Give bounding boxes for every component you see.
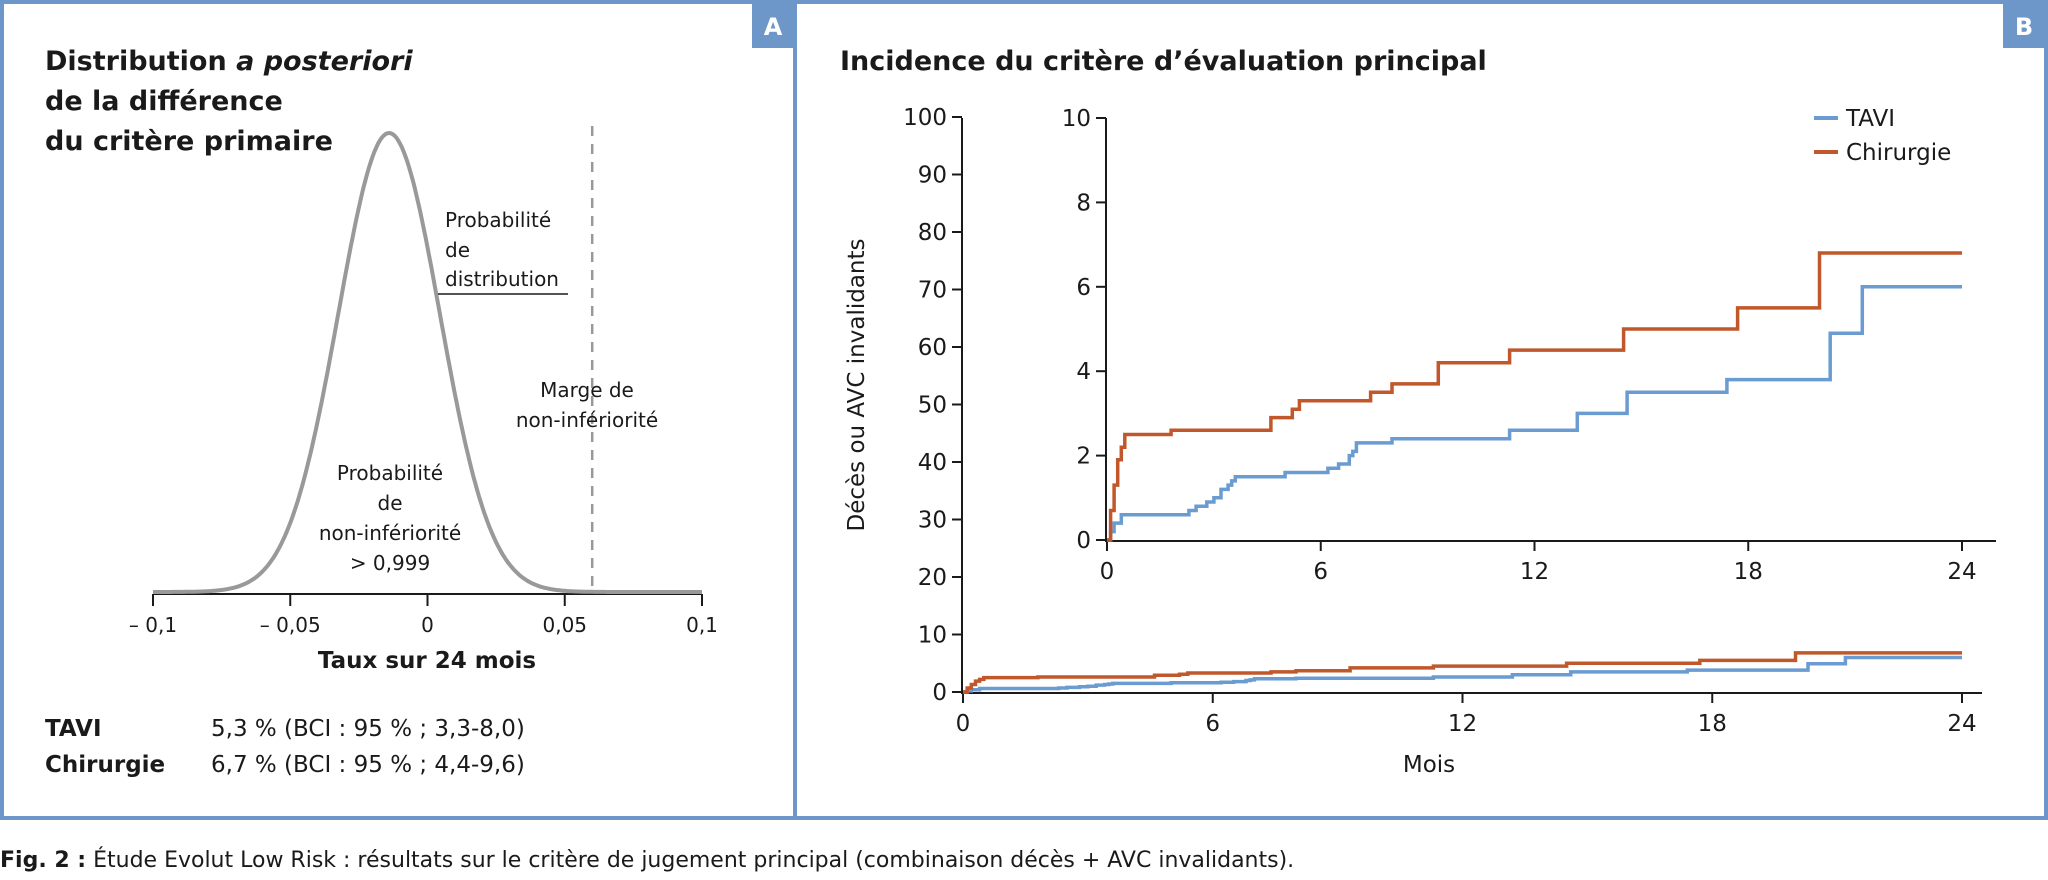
caption-text: Étude Evolut Low Risk : résultats sur le… bbox=[86, 848, 1295, 873]
legend: TAVI Chirurgie bbox=[1814, 106, 1951, 166]
main-y-tick-label: 90 bbox=[918, 163, 947, 189]
label-noninferiority-1: Probabilité bbox=[337, 461, 443, 485]
legend-label-tavi: TAVI bbox=[1845, 106, 1895, 132]
label-noninferiority-4: > 0,999 bbox=[350, 551, 430, 575]
label-noninferiority-3: non-infériorité bbox=[319, 521, 461, 545]
inset-y-tick-label: 8 bbox=[1076, 190, 1091, 216]
inset-y-tick-label: 6 bbox=[1076, 275, 1091, 301]
inset-x-tick-label: 0 bbox=[1100, 559, 1115, 585]
main-y-tick-label: 30 bbox=[918, 508, 947, 534]
panel-a-badge: A bbox=[764, 13, 783, 41]
inset-series-chirurgie bbox=[1107, 251, 1962, 542]
inset-y-tick-label: 2 bbox=[1076, 444, 1091, 470]
panel-a-title-part1: Distribution bbox=[45, 46, 236, 77]
label-margin-1: Marge de bbox=[540, 378, 634, 402]
result-group-tavi: TAVI bbox=[45, 716, 102, 742]
inset-y-tick-label: 4 bbox=[1076, 359, 1091, 385]
inset-y-tick-label: 0 bbox=[1076, 528, 1091, 554]
result-value-chirurgie: 6,7 % (BCI : 95 % ; 4,4-9,6) bbox=[211, 752, 525, 778]
panel-a-title-line2: de la différence bbox=[45, 86, 283, 117]
caption-prefix: Fig. 2 : bbox=[0, 848, 87, 873]
distribution-plot: – 0,1 – 0,05 0 0,05 0,1 Probabilité de distr… bbox=[129, 126, 718, 674]
figure: A B Distribution a posteriori de la diff… bbox=[0, 0, 2048, 820]
main-y-tick-label: 10 bbox=[918, 623, 947, 649]
figure-caption: Fig. 2 : Étude Evolut Low Risk : résulta… bbox=[0, 848, 1294, 873]
main-y-tick-label: 20 bbox=[918, 565, 947, 591]
main-series-tavi bbox=[963, 655, 1962, 694]
main-x-tick-label: 6 bbox=[1205, 711, 1220, 737]
inset-x-tick-label: 24 bbox=[1947, 559, 1976, 585]
result-group-chirurgie: Chirurgie bbox=[45, 752, 165, 778]
distribution-x-tick-label: 0,05 bbox=[542, 613, 587, 637]
inset-y-tick-label: 10 bbox=[1062, 106, 1091, 132]
result-value-tavi: 5,3 % (BCI : 95 % ; 3,3-8,0) bbox=[211, 716, 525, 742]
distribution-x-tick-label: – 0,05 bbox=[260, 613, 321, 637]
inset-x-tick-label: 12 bbox=[1520, 559, 1549, 585]
panel-a-title-line3: du critère primaire bbox=[45, 126, 333, 157]
main-x-tick-label: 24 bbox=[1947, 711, 1976, 737]
main-x-tick-label: 0 bbox=[956, 711, 971, 737]
panel-b-x-label: Mois bbox=[1403, 752, 1455, 778]
panel-b-title: Incidence du critère d’évaluation princi… bbox=[840, 46, 1487, 77]
inset-x-tick-label: 6 bbox=[1313, 559, 1328, 585]
main-x-tick-label: 18 bbox=[1698, 711, 1727, 737]
main-y-tick-label: 100 bbox=[903, 105, 947, 131]
main-y-tick-label: 60 bbox=[918, 335, 947, 361]
panel-a-title-line1: Distribution a posteriori bbox=[45, 46, 413, 77]
label-prob-distribution-3: distribution bbox=[445, 267, 559, 291]
panel-a-frame bbox=[0, 0, 797, 820]
panel-b-badge-bg bbox=[2003, 2, 2046, 48]
label-prob-distribution-2: de bbox=[445, 238, 470, 262]
panel-b-frame bbox=[793, 0, 2048, 820]
distribution-curve bbox=[153, 130, 702, 594]
label-prob-distribution-1: Probabilité bbox=[445, 208, 551, 232]
legend-label-chirurgie: Chirurgie bbox=[1846, 140, 1951, 166]
main-y-tick-label: 80 bbox=[918, 220, 947, 246]
panel-a-badge-bg bbox=[752, 2, 795, 48]
main-y-tick-label: 70 bbox=[918, 278, 947, 304]
distribution-x-tick-label: – 0,1 bbox=[129, 613, 177, 637]
main-x-tick-label: 12 bbox=[1448, 711, 1477, 737]
main-y-tick-label: 50 bbox=[918, 393, 947, 419]
distribution-x-tick-label: 0,1 bbox=[686, 613, 718, 637]
label-noninferiority-2: de bbox=[378, 491, 403, 515]
inset-x-tick-label: 18 bbox=[1734, 559, 1763, 585]
panel-b-y-label: Décès ou AVC invalidants bbox=[844, 238, 870, 531]
distribution-x-tick-label: 0 bbox=[421, 613, 434, 637]
main-series-chirurgie bbox=[963, 651, 1962, 694]
results-table: TAVI 5,3 % (BCI : 95 % ; 3,3-8,0) Chirur… bbox=[45, 716, 525, 778]
panel-b-badge: B bbox=[2015, 13, 2033, 41]
label-margin-2: non-infériorité bbox=[516, 408, 658, 432]
distribution-x-label: Taux sur 24 mois bbox=[318, 648, 536, 674]
panel-a-title-italic: a posteriori bbox=[236, 46, 413, 77]
main-y-tick-label: 0 bbox=[932, 680, 947, 706]
main-y-tick-label: 40 bbox=[918, 450, 947, 476]
inset-series-tavi bbox=[1107, 285, 1962, 542]
